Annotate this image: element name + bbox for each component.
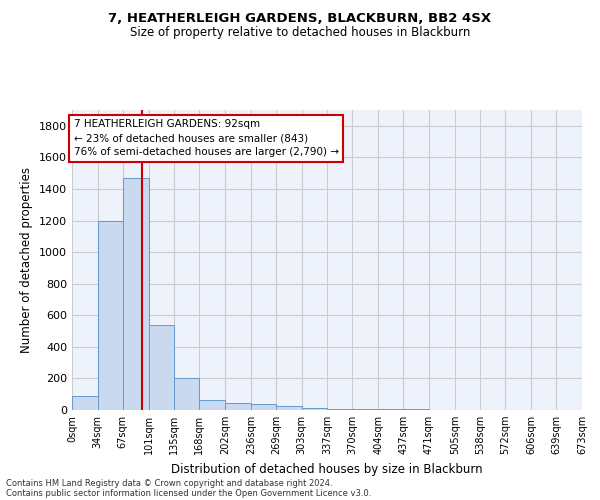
Bar — [72, 396, 98, 410]
Bar — [328, 408, 352, 410]
Bar — [175, 378, 199, 410]
Bar — [352, 409, 378, 410]
Bar — [199, 400, 225, 410]
Text: Size of property relative to detached houses in Blackburn: Size of property relative to detached ho… — [130, 26, 470, 39]
Bar — [251, 404, 276, 410]
Bar — [149, 324, 175, 410]
Y-axis label: Number of detached properties: Number of detached properties — [20, 167, 34, 353]
X-axis label: Distribution of detached houses by size in Blackburn: Distribution of detached houses by size … — [171, 462, 483, 475]
Bar — [98, 220, 123, 410]
Bar — [276, 406, 302, 410]
Bar — [123, 178, 149, 410]
Bar — [302, 408, 328, 410]
Text: Contains HM Land Registry data © Crown copyright and database right 2024.: Contains HM Land Registry data © Crown c… — [6, 478, 332, 488]
Bar — [378, 409, 403, 410]
Text: Contains public sector information licensed under the Open Government Licence v3: Contains public sector information licen… — [6, 488, 371, 498]
Text: 7, HEATHERLEIGH GARDENS, BLACKBURN, BB2 4SX: 7, HEATHERLEIGH GARDENS, BLACKBURN, BB2 … — [109, 12, 491, 26]
Text: 7 HEATHERLEIGH GARDENS: 92sqm
← 23% of detached houses are smaller (843)
76% of : 7 HEATHERLEIGH GARDENS: 92sqm ← 23% of d… — [74, 120, 338, 158]
Bar — [225, 402, 251, 410]
